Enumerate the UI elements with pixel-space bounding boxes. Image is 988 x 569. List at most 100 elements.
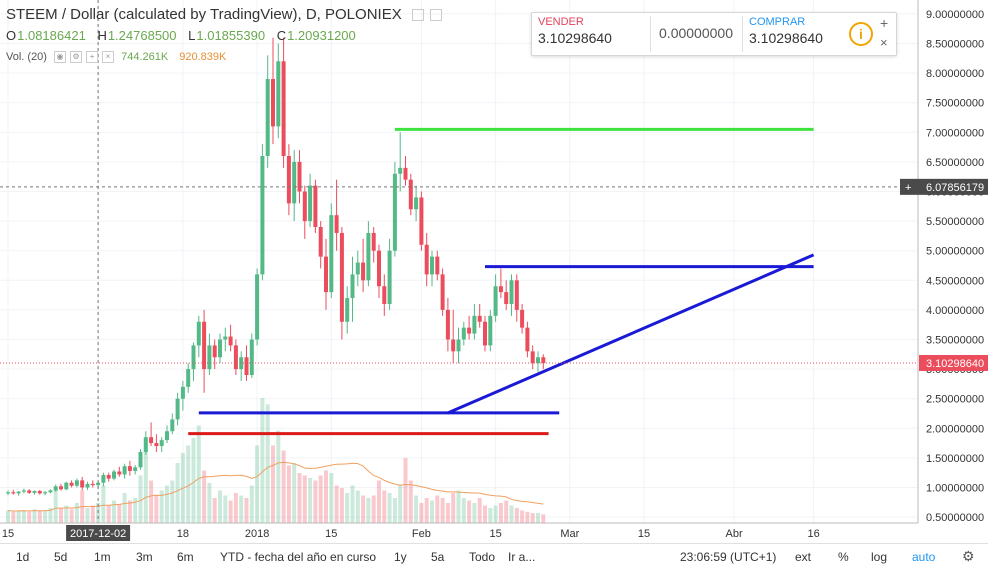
ext-toggle[interactable]: ext [795,550,812,564]
candle-body [302,191,307,222]
last-price-label: 3.10298640 [926,358,984,370]
candle [424,232,429,287]
candle [504,280,509,310]
range-all[interactable]: Todo [469,550,496,564]
candle [43,491,48,496]
range-1y[interactable]: 1y [394,550,407,564]
candle-body [196,321,201,346]
add-icon[interactable]: + [86,51,99,64]
candle [302,185,307,239]
crosshair-price-label: 6.07856179 [926,182,984,194]
candle [138,449,143,470]
candle-body [249,339,254,376]
candle [127,460,132,476]
volume-bar [435,495,440,523]
candle [398,132,403,192]
time-axis: 15 2017-12-02 18 2018 15 Feb 15 Mar 15 Abr 16 [0,522,918,541]
buy-price: 3.10298640 [749,30,823,46]
candle [59,483,63,491]
candle-body [281,61,286,156]
candle-body [371,232,376,251]
candle [48,489,53,494]
eye-icon[interactable]: ◉ [54,51,67,64]
price-tick-label: 8.50000000 [926,39,984,51]
price-chart[interactable]: 9.00000000 8.50000000 8.00000000 7.50000000… [0,0,988,543]
candle [165,425,169,444]
range-ytd[interactable]: YTD - fecha del año en curso [220,550,377,564]
volume-bar [255,445,260,523]
candle-body [286,155,291,204]
volume-bar [69,509,74,523]
volume-bar [11,511,16,523]
compare-square-icon[interactable] [429,9,442,22]
candle [133,464,138,475]
volume-bar [165,485,169,523]
goto-date[interactable]: Ir a... [508,550,536,564]
volume-bar [488,508,493,523]
volume-bar [212,498,217,523]
candle-body [488,315,493,346]
candle [339,227,344,340]
info-icon[interactable]: i [849,22,873,46]
range-5d[interactable]: 5d [54,550,68,564]
candle [265,55,270,168]
volume-bar [536,513,540,523]
volume-bar [175,463,180,523]
candle-body [149,437,154,444]
volume-bar [377,480,381,523]
price-axis: 9.00000000 8.50000000 8.00000000 7.50000000… [900,0,988,524]
settings-square-icon[interactable] [411,9,424,22]
time-tick-label: 15 [325,528,337,540]
sell-button[interactable]: VENDER 3.10298640 [538,16,651,52]
volume-bar [477,498,482,523]
gear-icon[interactable]: ⚙ [962,548,975,564]
range-6m[interactable]: 6m [177,550,194,564]
candle [255,268,260,346]
candle [530,345,535,370]
range-5a[interactable]: 5a [431,550,445,564]
buy-button[interactable]: COMPRAR 3.10298640 [742,16,844,52]
candle [355,250,360,287]
settings-icon[interactable]: ⚙ [70,51,83,64]
auto-toggle[interactable]: auto [912,550,936,564]
candle [509,274,514,316]
ohlc-open-value: 1.08186421 [17,28,86,43]
log-toggle[interactable]: log [871,550,888,564]
candle-body [536,357,540,364]
candle [196,315,201,358]
volume-legend: Vol. (20) ◉ ⚙ + × 744.261K 920.839K [6,51,226,64]
candle-body [27,490,32,493]
volume-bar [451,493,456,523]
candle-body [223,336,228,340]
candle [180,380,185,411]
volume-bar [191,438,196,523]
candle [191,342,196,381]
candle [286,144,291,216]
volume-bar [334,485,339,523]
range-1m[interactable]: 1m [94,550,111,564]
candle-body [419,197,424,245]
percent-toggle[interactable]: % [838,550,849,564]
candle [403,155,408,186]
volume-bar [318,475,323,523]
close-icon[interactable]: × [102,51,115,64]
range-3m[interactable]: 3m [136,550,153,564]
candle [329,203,334,299]
range-1d[interactable]: 1d [16,550,30,564]
candle [488,309,493,352]
candle [414,185,419,222]
close-panel-icon[interactable]: × [880,35,888,50]
volume-bar [371,495,376,523]
plus-icon[interactable]: + [880,15,889,31]
volume-bar [149,480,154,523]
candle-body [244,357,249,376]
candle-body [239,357,244,370]
candle-body [74,480,79,486]
candle [392,161,397,257]
buy-label: COMPRAR [749,16,806,28]
candle [345,286,350,334]
candle [249,333,254,378]
volume-bar [440,498,445,523]
candle [440,268,445,316]
volume-bar [292,463,297,523]
